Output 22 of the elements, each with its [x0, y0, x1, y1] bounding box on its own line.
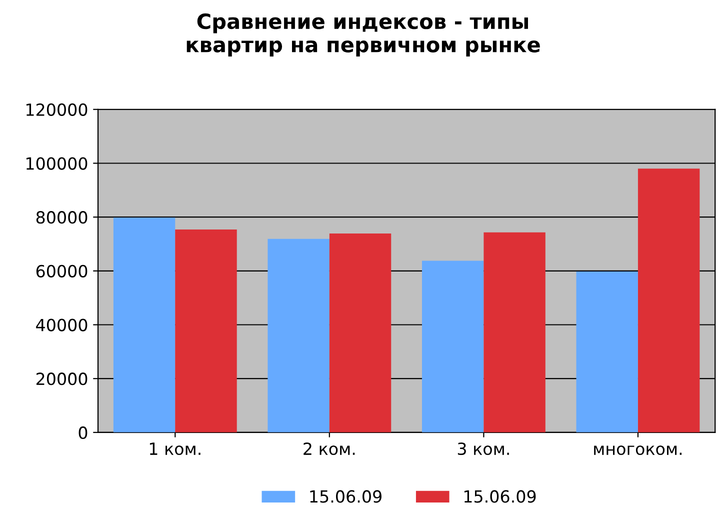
- bar: [268, 238, 330, 432]
- bar: [113, 218, 176, 432]
- x-tick-label: 2 ком.: [304, 442, 355, 456]
- y-tick-label: 120000: [26, 103, 88, 116]
- bar: [175, 229, 237, 432]
- y-tick-label: 40000: [36, 318, 88, 332]
- y-tick-label: 0: [78, 426, 88, 439]
- chart-title: Сравнение индексов - типы квартир на первичном рынке: [186, 13, 540, 57]
- bar: [576, 271, 638, 432]
- x-tick-label: 1 ком.: [150, 442, 200, 456]
- y-tick-label: 80000: [36, 211, 88, 224]
- bar: [638, 168, 700, 432]
- y-tick-label: 100000: [26, 157, 88, 170]
- bar: [484, 232, 546, 432]
- bar: [329, 234, 392, 432]
- bar: [422, 260, 484, 432]
- y-tick-label: 60000: [36, 264, 88, 278]
- x-tick-label: многоком.: [594, 445, 682, 456]
- legend-label: 15.06.09: [464, 490, 536, 503]
- y-tick-label: 20000: [36, 372, 88, 386]
- legend-label: 15.06.09: [310, 490, 382, 503]
- x-tick-label: 3 ком.: [458, 442, 509, 456]
